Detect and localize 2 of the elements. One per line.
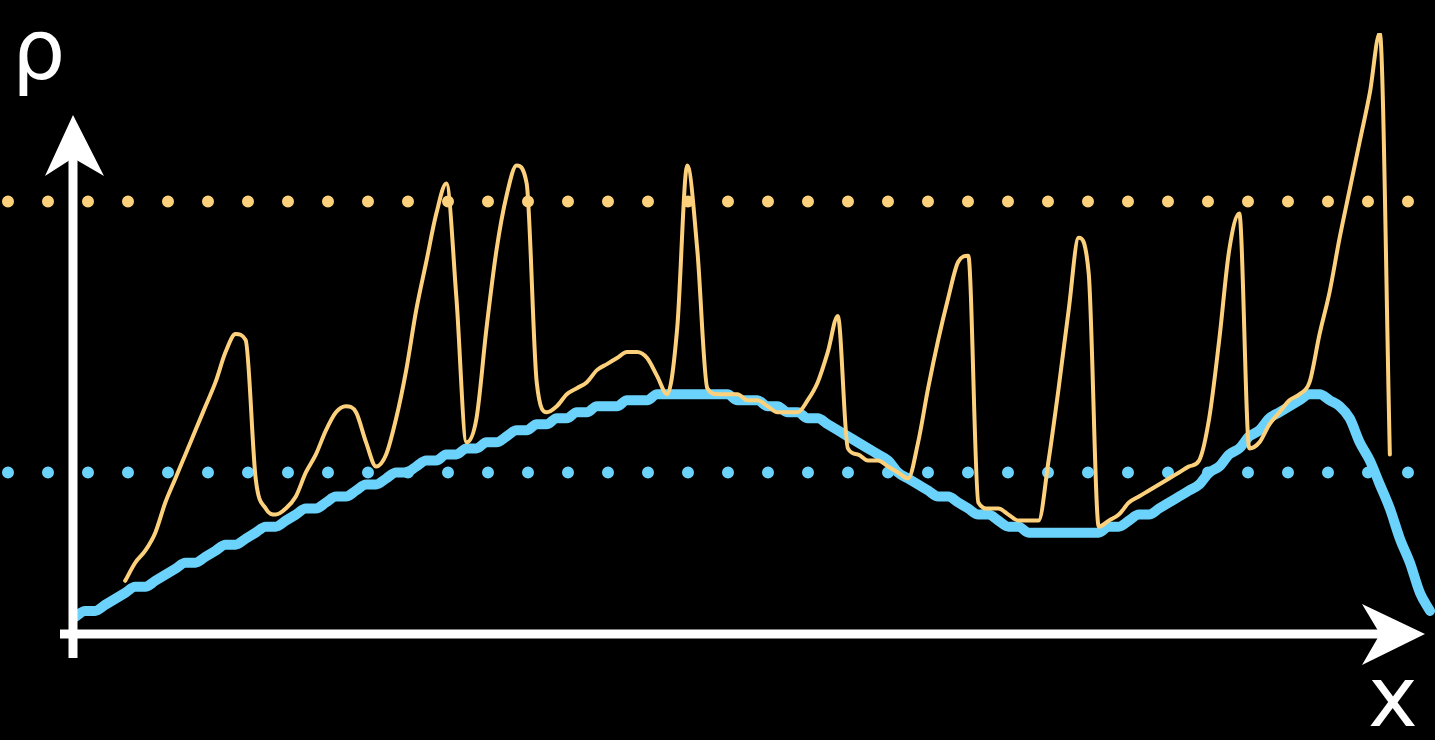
x-axis-title: x [1368, 648, 1418, 740]
y-axis-title: ρ [12, 1, 66, 99]
